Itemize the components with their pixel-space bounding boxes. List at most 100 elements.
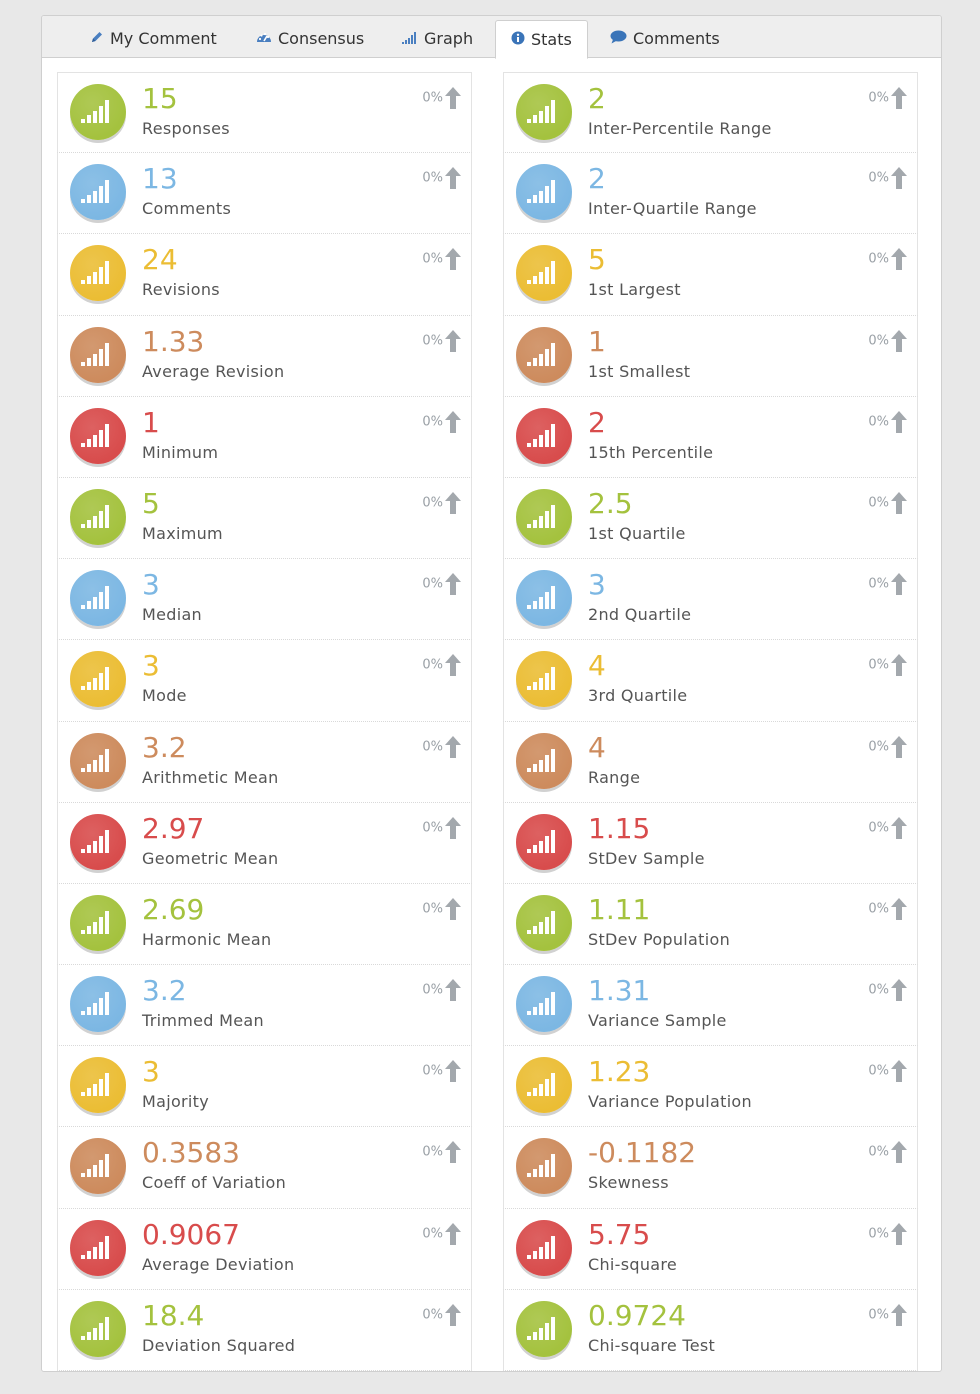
stat-change-value: 0% xyxy=(422,576,443,592)
stat-change-value: 0% xyxy=(868,576,889,592)
signal-bars-icon xyxy=(81,342,109,366)
stat-card: 3 Majority 0% xyxy=(57,1046,472,1128)
stat-value: 15 xyxy=(142,82,178,115)
stat-change: 0% xyxy=(422,735,461,758)
stat-change: 0% xyxy=(868,654,907,677)
stat-change-value: 0% xyxy=(868,90,889,106)
stat-change: 0% xyxy=(868,735,907,758)
stat-badge xyxy=(70,1219,126,1276)
stat-value: 4 xyxy=(588,649,606,683)
stat-card: 1.11 StDev Population 0% xyxy=(503,883,918,966)
stats-panel: My Comment Consensus Graph Stats Comment… xyxy=(41,15,942,1372)
stat-badge xyxy=(516,245,572,302)
arrow-up-icon xyxy=(445,1060,461,1083)
stat-value: 18.4 xyxy=(142,1298,205,1332)
stat-label: Variance Population xyxy=(588,1092,752,1112)
stat-value: 3 xyxy=(588,568,606,602)
stat-change: 0% xyxy=(422,491,461,514)
stat-badge xyxy=(70,84,126,140)
stat-badge xyxy=(70,1057,126,1114)
stat-change: 0% xyxy=(422,1060,461,1083)
stat-label: StDev Population xyxy=(588,929,731,949)
stat-value: -0.1182 xyxy=(588,1136,697,1170)
stat-card: 4 Range 0% xyxy=(503,721,918,803)
dashboard-icon xyxy=(256,20,272,58)
signal-bars-icon xyxy=(527,423,555,447)
arrow-up-icon xyxy=(891,410,907,433)
stat-change-value: 0% xyxy=(422,739,443,754)
stat-card: 1 Minimum 0% xyxy=(57,396,472,478)
signal-bars-icon xyxy=(527,1316,555,1340)
stat-value: 24 xyxy=(142,243,178,277)
stat-badge xyxy=(70,894,126,951)
stat-badge xyxy=(516,1219,572,1276)
stat-badge xyxy=(516,894,572,951)
stat-change: 0% xyxy=(868,329,907,352)
bar-signal-icon xyxy=(402,20,418,58)
stat-card: 0.3583 Coeff of Variation 0% xyxy=(57,1127,472,1209)
stat-card: 3.2 Trimmed Mean 0% xyxy=(57,965,472,1047)
arrow-up-icon xyxy=(445,816,461,839)
stat-change: 0% xyxy=(868,1141,907,1164)
arrow-up-icon xyxy=(445,979,461,1002)
stat-change-value: 0% xyxy=(422,1226,443,1242)
stat-card: 2.97 Geometric Mean 0% xyxy=(57,802,472,884)
stat-card: 3 Median 0% xyxy=(57,559,472,641)
stat-change: 0% xyxy=(868,897,907,920)
stat-value: 1.15 xyxy=(588,811,651,845)
stat-card: 5.75 Chi-square 0% xyxy=(503,1208,918,1290)
stat-change: 0% xyxy=(422,816,461,839)
tab-label: Consensus xyxy=(278,29,365,48)
stat-badge xyxy=(70,813,126,870)
arrow-up-icon xyxy=(891,329,907,352)
signal-bars-icon xyxy=(527,586,555,610)
stat-change: 0% xyxy=(422,1141,461,1164)
stat-change-value: 0% xyxy=(868,495,889,511)
stat-card: 2.69 Harmonic Mean 0% xyxy=(57,883,472,966)
stat-badge xyxy=(516,813,572,870)
signal-bars-icon xyxy=(81,667,109,691)
stat-badge xyxy=(516,1138,572,1195)
signal-bars-icon xyxy=(81,1073,109,1097)
signal-bars-icon xyxy=(81,180,109,204)
stat-change-value: 0% xyxy=(422,982,443,998)
arrow-up-icon xyxy=(891,1303,907,1326)
stat-label: 1st Smallest xyxy=(588,361,691,381)
stat-label: Revisions xyxy=(142,280,220,300)
stat-value: 3.2 xyxy=(142,974,187,1008)
stat-label: Average Deviation xyxy=(142,1254,295,1274)
stat-card: 3 Mode 0% xyxy=(57,640,472,722)
stat-change: 0% xyxy=(868,979,907,1002)
stat-badge xyxy=(516,1057,572,1114)
arrow-up-icon xyxy=(445,491,461,514)
arrow-up-icon xyxy=(445,573,461,596)
tab-my-comment[interactable]: My Comment xyxy=(90,20,217,58)
stat-change-value: 0% xyxy=(868,820,889,836)
stat-card: 2 15th Percentile 0% xyxy=(503,396,918,478)
stat-badge xyxy=(70,976,126,1033)
stat-label: Responses xyxy=(142,119,230,138)
stat-change: 0% xyxy=(868,1222,907,1245)
stat-card: 5 Maximum 0% xyxy=(57,477,472,560)
tab-label: Comments xyxy=(633,29,720,48)
tab-consensus[interactable]: Consensus xyxy=(256,20,364,58)
stat-card: 3.2 Arithmetic Mean 0% xyxy=(57,721,472,803)
stat-badge xyxy=(516,570,572,627)
stat-change: 0% xyxy=(422,897,461,920)
stats-column-right: 2 Inter-Percentile Range 0% 2 Inter-Quartile… xyxy=(503,72,918,1371)
stat-badge xyxy=(516,407,572,464)
stat-card: 2 Inter-Percentile Range 0% xyxy=(503,72,918,154)
stat-card: 0.9724 Chi-square Test 0% xyxy=(503,1289,918,1371)
tab-stats[interactable]: Stats xyxy=(495,20,588,59)
stat-card: 15 Responses 0% xyxy=(57,72,472,154)
tab-comments[interactable]: Comments xyxy=(610,20,720,58)
info-icon xyxy=(511,21,525,59)
stat-change-value: 0% xyxy=(868,657,889,673)
stat-badge xyxy=(516,84,572,140)
stat-change-value: 0% xyxy=(868,251,889,267)
stat-value: 1.23 xyxy=(588,1055,651,1089)
signal-bars-icon xyxy=(81,586,109,610)
stat-label: Chi-square Test xyxy=(588,1335,716,1355)
stat-value: 1.11 xyxy=(588,892,651,926)
tab-graph[interactable]: Graph xyxy=(402,20,473,58)
